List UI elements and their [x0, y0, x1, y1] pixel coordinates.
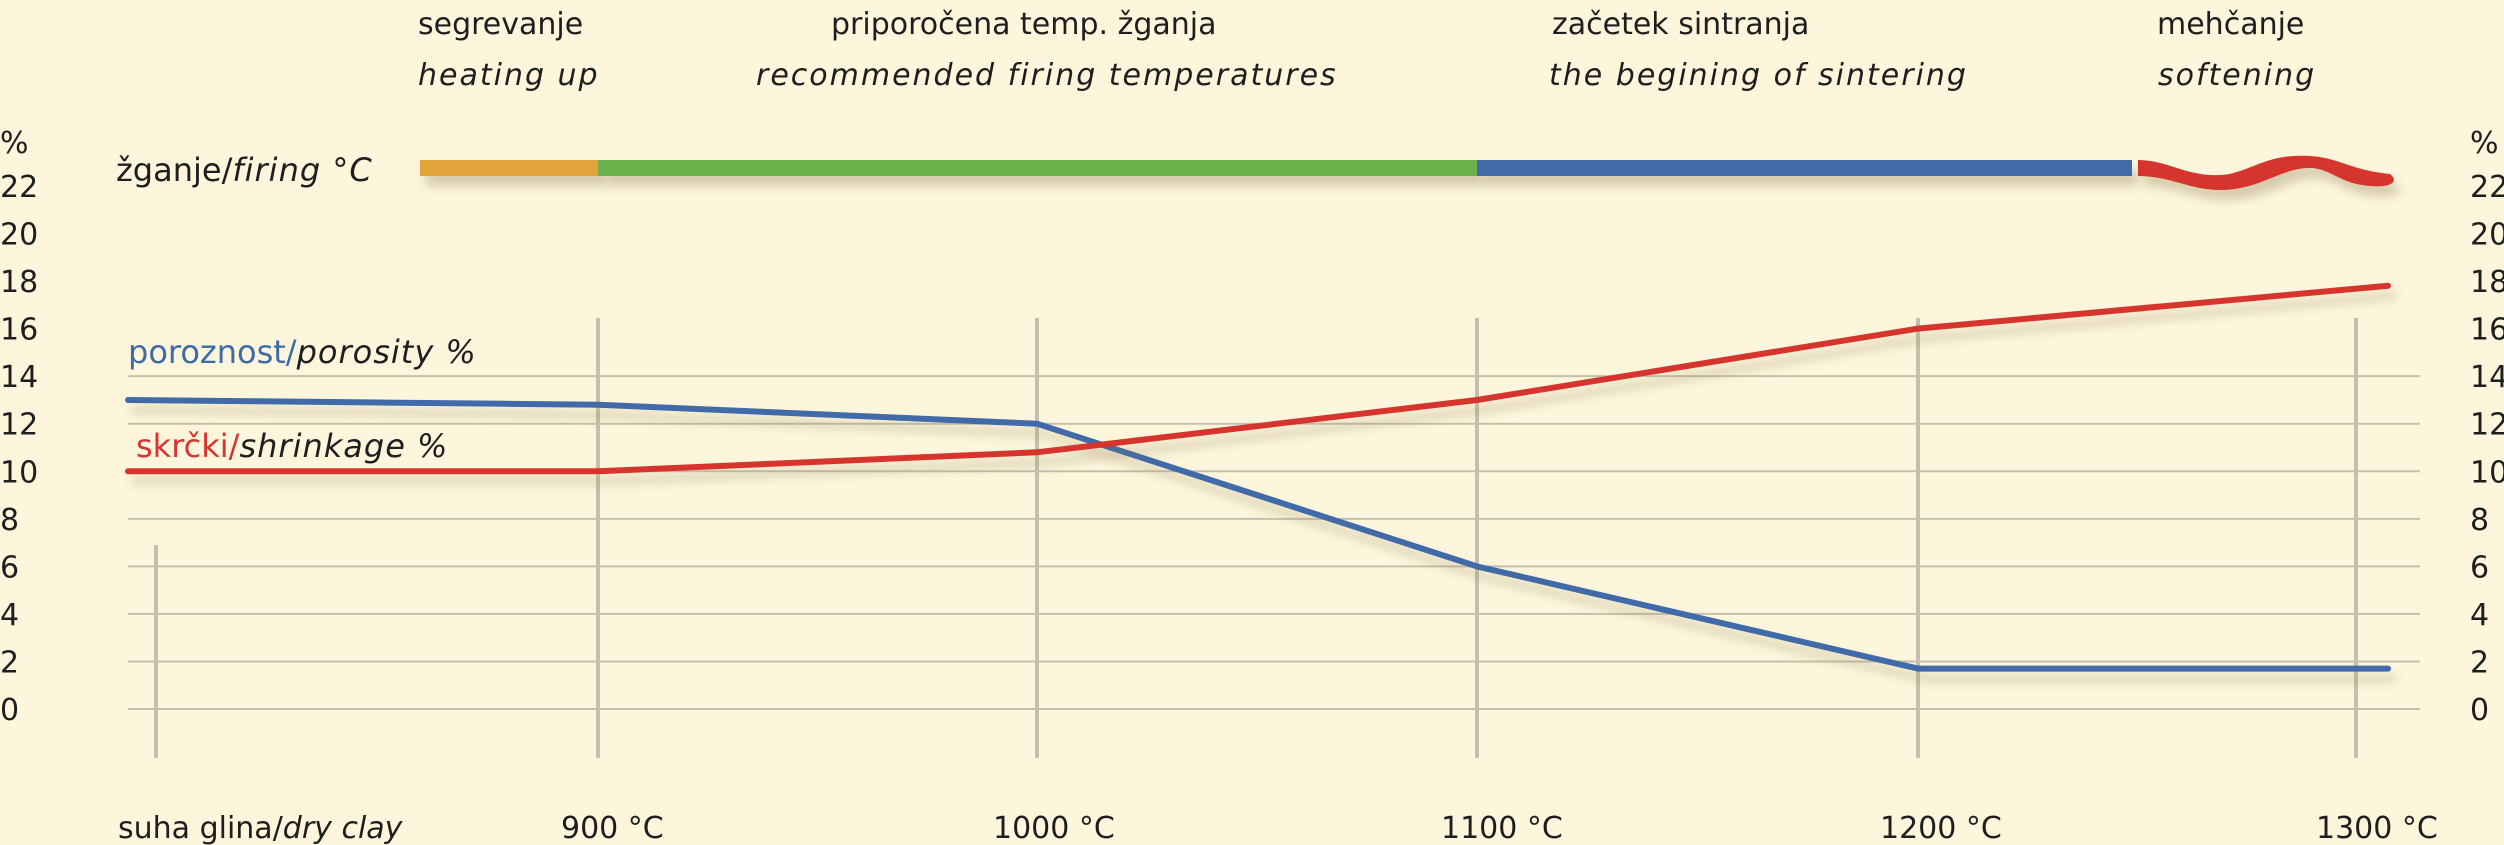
firing-segment-1	[598, 160, 1477, 176]
x-tick-label-2: 1000 °C	[993, 811, 1115, 845]
y-tick-right-4: 4	[2470, 598, 2489, 633]
series-label-shrinkage: skrčki/shrinkage %	[136, 427, 448, 465]
porosity-label-italic: porosity %	[296, 333, 477, 371]
phase-subtitle-0: heating up	[418, 58, 600, 93]
y-tick-left-6: 6	[0, 550, 19, 585]
series-layer	[125, 282, 2391, 672]
x-tick-label-4: 1200 °C	[1880, 811, 2002, 845]
y-tick-left-14: 14	[0, 360, 38, 395]
phase-title-3: mehčanje	[2157, 7, 2304, 42]
y-tick-right-0: 0	[2470, 693, 2489, 728]
y-tick-left-10: 10	[0, 455, 38, 490]
y-tick-left-8: 8	[0, 503, 19, 538]
series-line-0	[125, 397, 2391, 672]
x-tick-label-5: 1300 °C	[2316, 811, 2438, 845]
y-tick-right-18: 18	[2470, 265, 2504, 300]
shrinkage-label-plain: skrčki/	[136, 427, 240, 465]
vertical-markers	[154, 318, 2358, 758]
shrinkage-label-italic: shrinkage %	[239, 427, 448, 465]
y-tick-right-10: 10	[2470, 455, 2504, 490]
series-label-porosity: poroznost/porosity %	[128, 333, 477, 371]
y-tick-left-22: 22	[0, 170, 38, 205]
x-tick-label-1: 900 °C	[561, 811, 664, 845]
firing-label-italic: firing °C	[232, 151, 372, 189]
firing-bar	[420, 155, 2394, 190]
y-tick-right-16: 16	[2470, 313, 2504, 348]
y-tick-right-22: 22	[2470, 170, 2504, 205]
phase-headers: segrevanje heating up priporočena temp. …	[418, 7, 2316, 93]
y-tick-right-8: 8	[2470, 503, 2489, 538]
y-tick-right-12: 12	[2470, 408, 2504, 443]
y-unit-right: %	[2470, 126, 2499, 161]
y-tick-left-12: 12	[0, 408, 38, 443]
phase-subtitle-2: the begining of sintering	[1549, 58, 1968, 93]
y-tick-right-2: 2	[2470, 645, 2489, 680]
x-axis-labels: suha glina/dry clay 900 °C 1000 °C 1100 °C 1…	[118, 811, 2438, 845]
firing-segment-0	[420, 160, 598, 176]
y-axis-left: % 0 2 4 6 8 10 12 14 16 18 20 22	[0, 126, 38, 728]
x-tick-label-0: suha glina/dry clay	[118, 811, 404, 845]
x-tick-label-3: 1100 °C	[1441, 811, 1563, 845]
y-tick-right-20: 20	[2470, 218, 2504, 253]
phase-title-0: segrevanje	[418, 7, 583, 42]
phase-title-2: začetek sintranja	[1552, 7, 1809, 42]
firing-bar-label: žganje/firing °C	[116, 151, 373, 189]
porosity-label-plain: poroznost/	[128, 333, 297, 371]
series-line-1	[125, 282, 2391, 475]
y-tick-right-14: 14	[2470, 360, 2504, 395]
firing-label-plain: žganje/	[116, 151, 233, 189]
y-axis-right: % 0 2 4 6 8 10 12 14 16 18 20 22	[2470, 126, 2504, 728]
y-tick-right-6: 6	[2470, 550, 2489, 585]
firing-segment-3	[2138, 155, 2394, 190]
y-tick-left-4: 4	[0, 598, 19, 633]
y-tick-left-0: 0	[0, 693, 19, 728]
y-tick-left-2: 2	[0, 645, 19, 680]
y-unit-left: %	[0, 126, 29, 161]
y-tick-left-20: 20	[0, 218, 38, 253]
firing-segment-2	[1477, 160, 2132, 176]
phase-title-1: priporočena temp. žganja	[831, 7, 1217, 42]
phase-subtitle-1: recommended firing temperatures	[756, 58, 1338, 93]
y-tick-left-16: 16	[0, 313, 38, 348]
y-tick-left-18: 18	[0, 265, 38, 300]
phase-subtitle-3: softening	[2158, 58, 2316, 93]
